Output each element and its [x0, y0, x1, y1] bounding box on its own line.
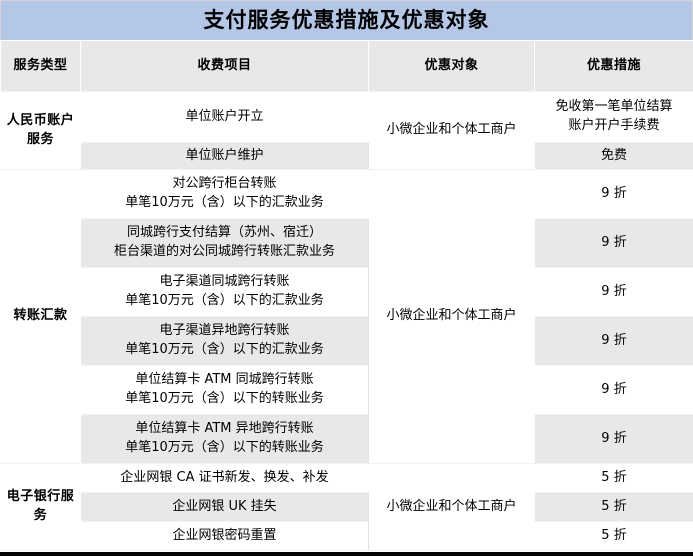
charge-item-cell: 企业网银密码重置 [80, 521, 369, 551]
charge-item-line: 单位账户开立 [185, 108, 264, 124]
measure-cell: 9 折 [534, 218, 693, 268]
measure-cell: 免收第一笔单位结算 账户开户手续费 [534, 91, 693, 143]
column-header-measure: 优惠措施 [534, 40, 693, 92]
service-type-line: 电子 [6, 489, 34, 505]
table-title-band: 支付服务优惠措施及优惠对象 [0, 0, 693, 40]
measure-cell: 5 折 [534, 492, 693, 522]
measure-cell: 9 折 [534, 365, 693, 415]
table-row: 人民币账户服务 单位账户开立 小微企业和个体工商户 免收第一笔单位结算 账户开户手续费 [0, 91, 693, 170]
charge-item-line: 单笔10万元（含）以下的汇款业务 [125, 293, 324, 308]
charge-item-cell: 电子渠道同城跨行转账单笔10万元（含）以下的汇款业务 [80, 267, 369, 317]
charge-item-line: 电子渠道同城跨行转账 [159, 274, 290, 290]
charge-item-cell: 电子渠道异地跨行转账单笔10万元（含）以下的汇款业务 [80, 316, 369, 366]
table-row: 同城跨行支付结算（苏州、宿迁） 柜台渠道的对公同城跨行转账汇款业务 9 折 [1, 218, 693, 268]
charge-item-line: 单笔10万元（含）以下的汇款业务 [125, 195, 324, 210]
discount-table: 服务类型 收费项目 优惠对象 优惠措施 人民币账户服务 单位账户开立 小微企业和个体… [0, 40, 693, 551]
page-title: 支付服务优惠措施及优惠对象 [203, 8, 490, 32]
measure-cell: 9 折 [534, 316, 693, 366]
measure-line: 5 折 [601, 469, 627, 485]
charge-item-line: 柜台渠道的对公同城跨行转账汇款业务 [113, 244, 335, 259]
table-row: 单位账户维护 免费 [1, 142, 693, 170]
service-type-line: 转账 [13, 308, 41, 324]
charge-item-line: 单位结算卡 ATM 异地跨行转账 [135, 421, 314, 437]
measure-line: 5 折 [601, 527, 627, 543]
charge-item-line: 对公跨行柜台转账 [172, 176, 277, 192]
charge-item-line: 企业网银 CA 证书新发、换发、补发 [120, 469, 329, 485]
charge-item-line: 企业网银 UK 挂失 [172, 498, 277, 514]
service-type-line: 人民币 [6, 112, 48, 128]
bottom-rule [0, 552, 693, 556]
charge-item-cell: 单位结算卡 ATM 同城跨行转账 单笔10万元（含）以下的转账业务 [80, 365, 369, 415]
table-row: 电子渠道同城跨行转账单笔10万元（含）以下的汇款业务 9 折 [1, 267, 693, 317]
measure-line: 9 折 [601, 234, 627, 250]
column-header-service-type: 服务类型 [0, 40, 81, 92]
target-cell: 小微企业和个体工商户 [368, 463, 535, 551]
table-row: 电子银行服务 企业网银 CA 证书新发、换发、补发 小微企业和个体工商户 5 折 [0, 463, 693, 551]
measure-cell: 9 折 [534, 267, 693, 317]
table-row: 企业网银密码重置 5 折 [1, 521, 693, 551]
service-type-cell: 转账汇款 [0, 169, 81, 464]
measure-line: 9 折 [601, 283, 627, 299]
measure-line: 免费 [600, 147, 627, 163]
table-row: 单位结算卡 ATM 异地跨行转账 单笔10万元（含）以下的转账业务 9 折 [1, 414, 693, 464]
measure-cell: 5 折 [534, 463, 693, 493]
charge-item-line: 单笔10万元（含）以下的汇款业务 [125, 342, 324, 357]
measure-cell: 9 折 [534, 414, 693, 464]
service-type-cell: 电子银行服务 [0, 463, 81, 551]
measure-line: 9 折 [601, 381, 627, 397]
charge-item-line: 单笔10万元（含）以下的转账业务 [125, 391, 324, 406]
charge-item-line: 单位结算卡 ATM 同城跨行转账 [135, 372, 314, 388]
measure-cell: 9 折 [534, 169, 693, 219]
service-type-line: 服务 [33, 489, 75, 523]
measure-line: 5 折 [601, 498, 627, 514]
service-type-cell: 人民币账户服务 [0, 91, 81, 170]
charge-item-line: 单位账户维护 [185, 147, 264, 163]
measure-cell: 免费 [534, 142, 693, 170]
charge-item-cell: 对公跨行柜台转账单笔10万元（含）以下的汇款业务 [80, 169, 369, 219]
charge-item-line: 电子渠道异地跨行转账 [159, 323, 290, 339]
target-cell: 小微企业和个体工商户 [368, 169, 535, 464]
table-body: 人民币账户服务 单位账户开立 小微企业和个体工商户 免收第一笔单位结算 账户开户手续费单… [0, 91, 693, 551]
column-header-target: 优惠对象 [368, 40, 535, 92]
measure-line: 9 折 [601, 430, 627, 446]
charge-item-line: 单笔10万元（含）以下的转账业务 [125, 440, 324, 455]
service-type-line: 银行 [33, 489, 61, 505]
table-header-row: 服务类型 收费项目 优惠对象 优惠措施 [0, 40, 693, 92]
charge-item-line: 企业网银密码重置 [172, 527, 277, 543]
table-row: 电子渠道异地跨行转账单笔10万元（含）以下的汇款业务 9 折 [1, 316, 693, 366]
table-header: 服务类型 收费项目 优惠对象 优惠措施 [0, 40, 693, 92]
charge-item-cell: 单位账户维护 [80, 142, 369, 170]
measure-line: 9 折 [601, 185, 627, 201]
charge-item-cell: 企业网银 CA 证书新发、换发、补发 [80, 463, 369, 493]
charge-item-cell: 企业网银 UK 挂失 [80, 492, 369, 522]
service-type-line: 服务 [26, 131, 54, 147]
service-type-line: 账户 [47, 112, 75, 128]
measure-line: 9 折 [601, 332, 627, 348]
measure-cell: 5 折 [534, 521, 693, 551]
charge-item-cell: 单位结算卡 ATM 异地跨行转账 单笔10万元（含）以下的转账业务 [80, 414, 369, 464]
charge-item-line: 同城跨行支付结算（苏州、宿迁） [126, 225, 322, 241]
target-cell: 小微企业和个体工商户 [368, 91, 535, 170]
charge-item-cell: 同城跨行支付结算（苏州、宿迁） 柜台渠道的对公同城跨行转账汇款业务 [80, 218, 369, 268]
table-row: 转账汇款 对公跨行柜台转账 单笔10万元（含）以下的汇款业务 小微企业和个体工商户 9 … [0, 169, 693, 464]
table-row: 单位结算卡 ATM 同城跨行转账 单笔10万元（含）以下的转账业务 9 折 [1, 365, 693, 415]
column-header-charge-item: 收费项目 [80, 40, 369, 92]
service-type-line: 汇款 [40, 308, 68, 324]
charge-item-cell: 单位账户开立 [80, 91, 369, 143]
table-row: 企业网银 UK 挂失 5 折 [1, 492, 693, 522]
measure-line: 账户开户手续费 [568, 118, 660, 133]
measure-line: 免收第一笔单位结算 [555, 99, 673, 115]
